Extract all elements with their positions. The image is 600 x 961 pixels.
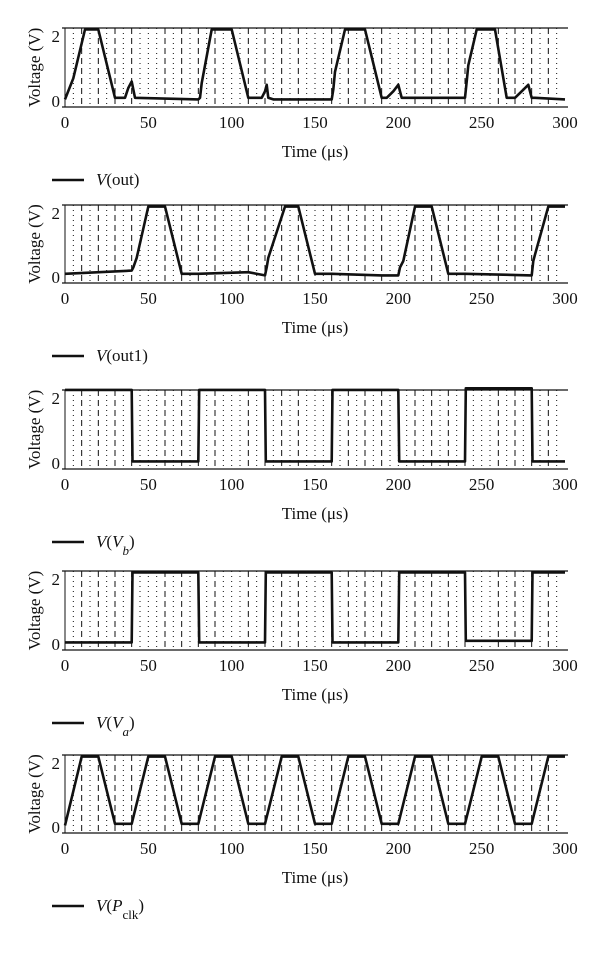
y-axis-label: Voltage (V): [25, 28, 44, 107]
legend-label: V(out): [96, 170, 139, 189]
legend: V(Vb): [52, 532, 135, 558]
x-tick-label: 300: [552, 475, 578, 494]
x-tick-label: 0: [61, 289, 70, 308]
y-tick-label: 2: [52, 570, 61, 589]
series-line: [64, 205, 565, 277]
x-tick-label: 50: [140, 113, 157, 132]
x-tick-label: 50: [140, 475, 157, 494]
y-tick-label: 0: [52, 818, 61, 837]
y-axis-label: Voltage (V): [25, 571, 44, 650]
x-tick-label: 50: [140, 839, 157, 858]
x-tick-label: 0: [61, 475, 70, 494]
y-axis-label: Voltage (V): [25, 390, 44, 469]
x-tick-label: 50: [140, 289, 157, 308]
x-tick-label: 50: [140, 656, 157, 675]
legend-label: V(Va): [96, 713, 135, 739]
x-tick-label: 300: [552, 289, 578, 308]
x-tick-label: 0: [61, 656, 70, 675]
x-tick-label: 0: [61, 839, 70, 858]
y-tick-label: 2: [52, 204, 61, 223]
y-tick-label: 2: [52, 27, 61, 46]
y-tick-label: 0: [52, 454, 61, 473]
x-tick-label: 100: [219, 289, 245, 308]
legend: V(out): [52, 170, 139, 189]
y-tick-label: 2: [52, 389, 61, 408]
legend: V(Va): [52, 713, 135, 739]
x-tick-label: 200: [386, 656, 412, 675]
grid: [72, 571, 558, 650]
y-tick-label: 0: [52, 268, 61, 287]
x-tick-label: 300: [552, 113, 578, 132]
series-line: [65, 387, 565, 463]
x-tick-label: 250: [469, 475, 495, 494]
x-tick-label: 250: [469, 289, 495, 308]
series-line: [63, 755, 565, 826]
panel-4: 0 2 0 50 100 150 200 250 300 Voltage (V) Time (μs)…: [25, 570, 578, 739]
panel-1: 0 2 0 50 100 150 200 250 300 Voltage (V) Time (μs)…: [25, 27, 578, 189]
legend-label: V(Vb): [96, 532, 135, 558]
legend-label: V(Pclk): [96, 896, 144, 922]
x-tick-label: 100: [219, 839, 245, 858]
x-tick-label: 150: [302, 656, 328, 675]
x-tick-label: 250: [469, 656, 495, 675]
legend-label: V(out1): [96, 346, 148, 365]
series-line: [65, 571, 565, 644]
series-line: [63, 28, 566, 101]
x-axis-label: Time (μs): [282, 318, 349, 337]
x-tick-label: 100: [219, 656, 245, 675]
x-axis-label: Time (μs): [282, 504, 349, 523]
panel-3: 0 2 0 50 100 150 200 250 300 Voltage (V) Time (μs)…: [25, 387, 578, 558]
grid: [72, 390, 558, 469]
panel-5: 0 2 0 50 100 150 200 250 300 Voltage (V) Time (μs)…: [25, 754, 578, 922]
x-tick-label: 200: [386, 289, 412, 308]
panel-2: 0 2 0 50 100 150 200 250 300 Voltage (V) Time (μs)…: [25, 204, 578, 365]
y-axis-label: Voltage (V): [25, 754, 44, 833]
x-tick-label: 150: [302, 839, 328, 858]
x-tick-label: 250: [469, 839, 495, 858]
legend: V(out1): [52, 346, 148, 365]
x-tick-label: 100: [219, 475, 245, 494]
x-tick-label: 200: [386, 475, 412, 494]
x-tick-label: 0: [61, 113, 70, 132]
x-axis-label: Time (μs): [282, 868, 349, 887]
x-tick-label: 150: [302, 113, 328, 132]
y-axis-label: Voltage (V): [25, 204, 44, 283]
x-tick-label: 300: [552, 839, 578, 858]
y-tick-label: 0: [52, 92, 61, 111]
x-axis-label: Time (μs): [282, 142, 349, 161]
x-axis-label: Time (μs): [282, 685, 349, 704]
x-tick-label: 150: [302, 475, 328, 494]
x-tick-label: 150: [302, 289, 328, 308]
y-tick-label: 0: [52, 635, 61, 654]
x-tick-label: 200: [386, 113, 412, 132]
x-tick-label: 250: [469, 113, 495, 132]
x-tick-label: 300: [552, 656, 578, 675]
grid: [72, 28, 558, 107]
x-tick-label: 100: [219, 113, 245, 132]
x-tick-label: 200: [386, 839, 412, 858]
legend: V(Pclk): [52, 896, 144, 922]
y-tick-label: 2: [52, 754, 61, 773]
